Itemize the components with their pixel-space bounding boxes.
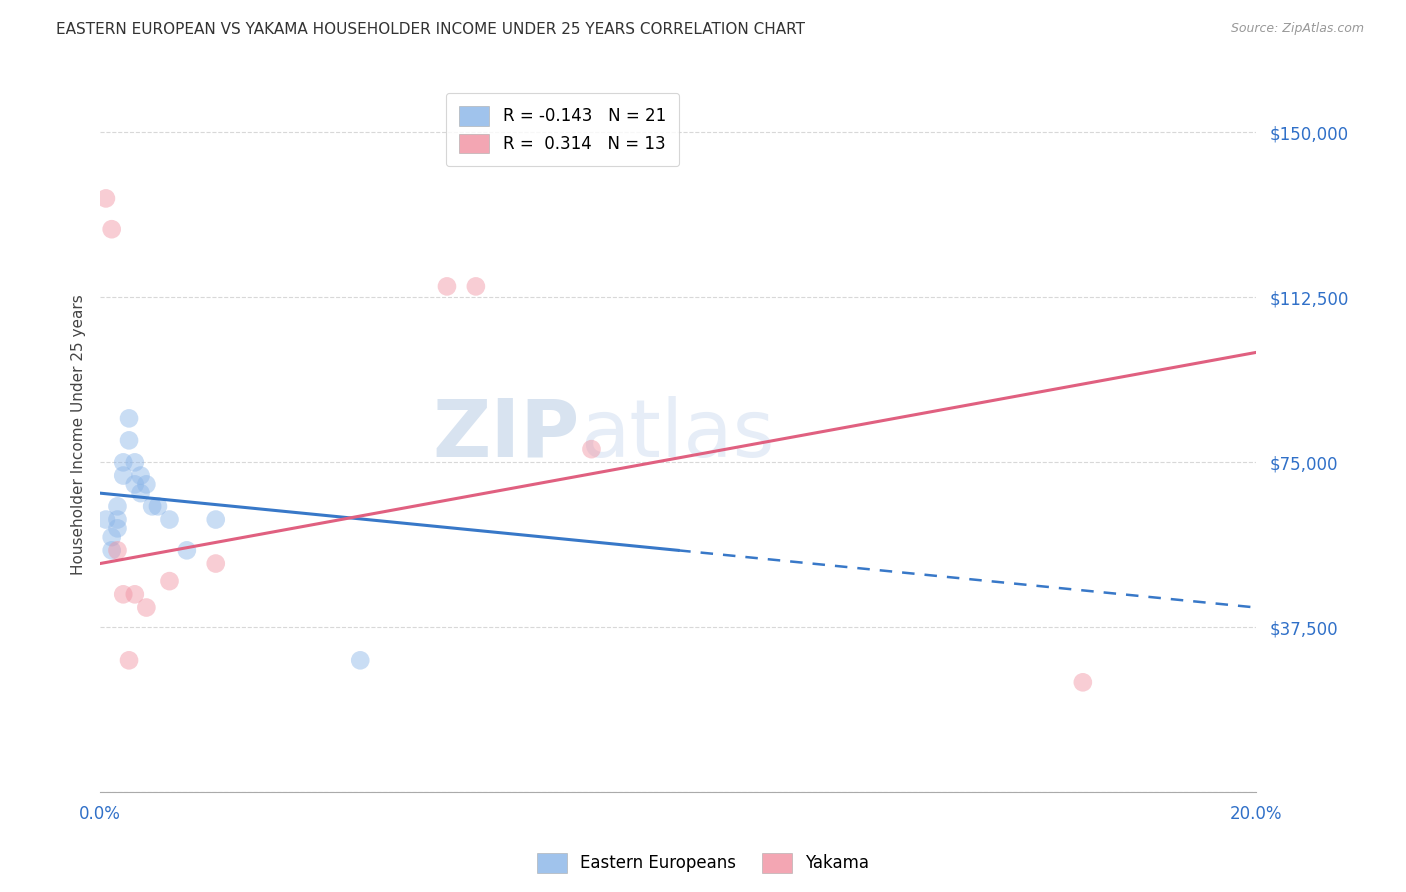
Point bbox=[1071, 675, 1094, 690]
Point bbox=[118, 411, 141, 425]
Point bbox=[94, 512, 117, 526]
Point bbox=[581, 442, 603, 457]
Point bbox=[436, 279, 458, 293]
Point bbox=[118, 653, 141, 667]
Point bbox=[107, 543, 129, 558]
Point bbox=[204, 512, 226, 526]
Point bbox=[135, 477, 157, 491]
Point bbox=[129, 486, 152, 500]
Point bbox=[112, 455, 135, 469]
Point bbox=[100, 222, 122, 236]
Point bbox=[135, 600, 157, 615]
Y-axis label: Householder Income Under 25 years: Householder Income Under 25 years bbox=[72, 294, 86, 575]
Text: ZIP: ZIP bbox=[433, 396, 579, 474]
Text: Source: ZipAtlas.com: Source: ZipAtlas.com bbox=[1230, 22, 1364, 36]
Point bbox=[124, 455, 146, 469]
Point bbox=[141, 500, 163, 514]
Point bbox=[146, 500, 169, 514]
Point bbox=[100, 543, 122, 558]
Text: atlas: atlas bbox=[579, 396, 775, 474]
Point bbox=[464, 279, 486, 293]
Point bbox=[112, 468, 135, 483]
Point bbox=[107, 521, 129, 535]
Point bbox=[118, 434, 141, 448]
Point bbox=[112, 587, 135, 601]
Point bbox=[204, 557, 226, 571]
Legend: R = -0.143   N = 21, R =  0.314   N = 13: R = -0.143 N = 21, R = 0.314 N = 13 bbox=[446, 93, 679, 167]
Point bbox=[124, 477, 146, 491]
Point bbox=[159, 574, 181, 588]
Point bbox=[94, 191, 117, 205]
Text: EASTERN EUROPEAN VS YAKAMA HOUSEHOLDER INCOME UNDER 25 YEARS CORRELATION CHART: EASTERN EUROPEAN VS YAKAMA HOUSEHOLDER I… bbox=[56, 22, 806, 37]
Point bbox=[100, 530, 122, 544]
Point bbox=[107, 500, 129, 514]
Point bbox=[129, 468, 152, 483]
Legend: Eastern Europeans, Yakama: Eastern Europeans, Yakama bbox=[530, 847, 876, 880]
Point bbox=[349, 653, 371, 667]
Point bbox=[159, 512, 181, 526]
Point bbox=[107, 512, 129, 526]
Point bbox=[124, 587, 146, 601]
Point bbox=[176, 543, 198, 558]
